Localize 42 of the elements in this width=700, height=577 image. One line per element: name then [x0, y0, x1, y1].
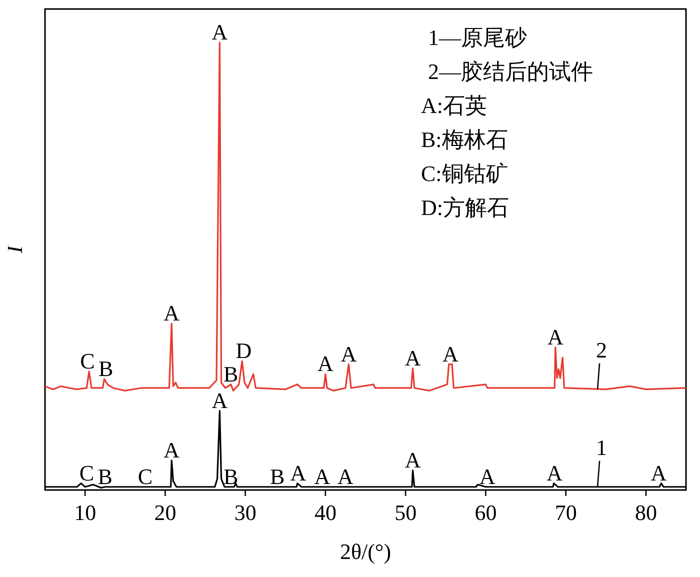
annotation: A [546, 460, 563, 486]
x-tick-label: 60 [474, 500, 497, 525]
annotation: C:铜钴矿 [421, 161, 508, 186]
annotation: C [79, 460, 94, 486]
annotation: 1—原尾砂 [428, 25, 527, 50]
annotation: B:梅林石 [421, 127, 508, 152]
annotation: D:方解石 [421, 195, 509, 220]
annotation: A [317, 351, 334, 376]
x-tick-label: 70 [554, 500, 577, 525]
annotation: C [80, 348, 95, 374]
annotation: A [404, 447, 421, 472]
annotation: 2—胶结后的试件 [428, 59, 593, 84]
series-label: 2 [596, 337, 608, 362]
annotation: A [212, 20, 228, 45]
annotation: A [212, 388, 228, 413]
annotation: B [98, 464, 112, 489]
annotation: A [340, 341, 357, 366]
annotation: A [164, 437, 180, 462]
x-tick-label: 50 [394, 500, 417, 525]
x-tick-label: 20 [154, 500, 176, 525]
annotation: C [138, 464, 152, 489]
annotation: A [338, 464, 354, 489]
x-tick-label: 80 [634, 500, 657, 525]
annotation: B [224, 464, 238, 489]
annotation: B [98, 356, 114, 382]
annotation: A [442, 341, 458, 366]
x-tick-label: 10 [74, 500, 96, 525]
x-tick-label: 40 [314, 500, 336, 525]
annotation: A [650, 460, 667, 486]
annotation: A [290, 460, 306, 486]
annotation: B [224, 361, 238, 386]
annotation: A [404, 345, 421, 370]
annotation: A [164, 300, 180, 326]
annotation: A [547, 324, 564, 350]
x-tick-label: 30 [234, 500, 256, 525]
series-label: 1 [596, 434, 608, 460]
annotation: A [314, 464, 330, 489]
annotation: D [236, 338, 252, 364]
annotation: B [270, 464, 285, 489]
annotation: A:石英 [421, 93, 487, 118]
x-axis-title: 2θ/(°) [340, 539, 392, 564]
annotation: A [479, 464, 496, 489]
